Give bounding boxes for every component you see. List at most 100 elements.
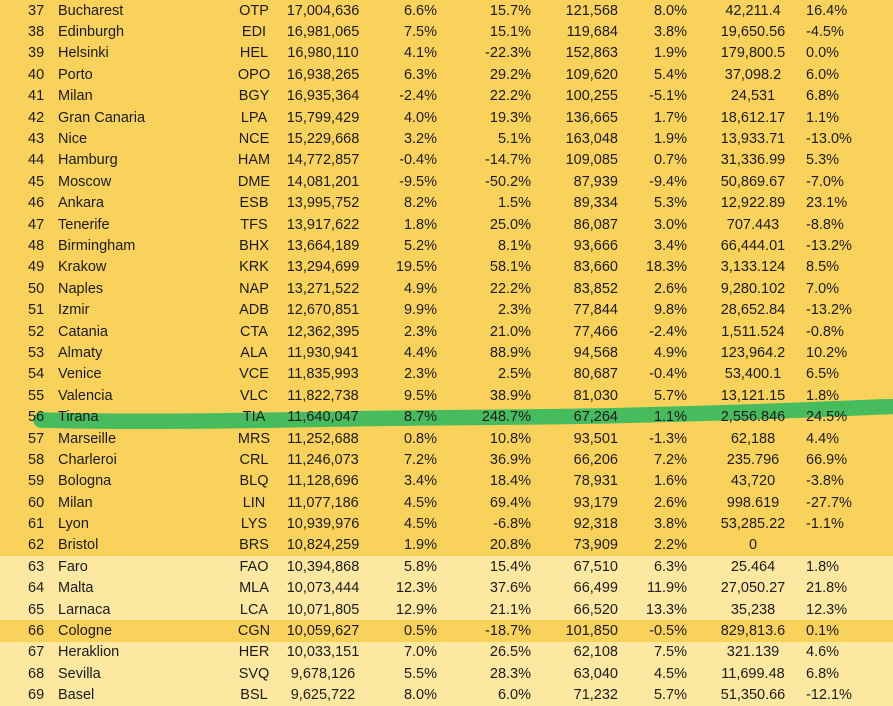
movements-cell[interactable]: 121,568 — [565, 2, 618, 19]
freight-cell[interactable]: 50,869.67 — [720, 173, 786, 190]
rank-cell[interactable]: 62 — [28, 537, 45, 554]
pct-change-3-cell[interactable]: 4.5% — [653, 665, 687, 682]
pct-change-3-cell[interactable]: 18.3% — [645, 259, 687, 276]
passengers-cell[interactable]: 17,004,636 — [286, 2, 360, 19]
rank-cell[interactable]: 39 — [28, 45, 45, 62]
rank-cell[interactable]: 54 — [28, 366, 45, 383]
passengers-cell[interactable]: 10,073,444 — [286, 580, 360, 597]
pct-change-4-cell[interactable]: 23.1% — [806, 195, 848, 212]
passengers-cell[interactable]: 9,625,722 — [290, 687, 356, 704]
freight-cell[interactable]: 18,612.17 — [720, 109, 786, 126]
airport-code-cell[interactable]: BRS — [239, 537, 269, 554]
passengers-cell[interactable]: 13,294,699 — [286, 259, 360, 276]
freight-cell[interactable]: 24,531 — [730, 88, 776, 105]
pct-change-cell[interactable]: 6.6% — [403, 2, 437, 19]
pct-change-cell[interactable]: 19.5% — [395, 259, 437, 276]
passengers-cell[interactable]: 11,930,941 — [287, 344, 359, 361]
pct-change-cell[interactable]: 12.9% — [395, 601, 437, 618]
pct-change-3-cell[interactable]: 5.4% — [653, 66, 687, 83]
city-cell[interactable]: Helsinki — [58, 45, 109, 62]
pct-change-4-cell[interactable]: 4.6% — [806, 644, 840, 661]
freight-cell[interactable]: 321.139 — [726, 644, 780, 661]
pct-change-cell[interactable]: 7.5% — [403, 24, 437, 41]
freight-cell[interactable]: 13,121.15 — [720, 387, 786, 404]
movements-cell[interactable]: 109,085 — [565, 152, 618, 169]
pct-change-cell[interactable]: 3.4% — [403, 473, 437, 490]
city-cell[interactable]: Lyon — [58, 516, 89, 533]
pct-change-cell[interactable]: 9.5% — [403, 387, 437, 404]
pct-change-4-cell[interactable]: 6.8% — [806, 665, 840, 682]
city-cell[interactable]: Bucharest — [58, 2, 124, 19]
passengers-cell[interactable]: 11,640,047 — [287, 409, 359, 426]
passengers-cell[interactable]: 12,362,395 — [286, 323, 360, 340]
rank-cell[interactable]: 51 — [28, 302, 45, 319]
airport-code-cell[interactable]: KRK — [239, 259, 269, 276]
airport-code-cell[interactable]: ESB — [239, 195, 269, 212]
pct-change-2-cell[interactable]: 248.7% — [481, 409, 531, 426]
airport-code-cell[interactable]: CTA — [240, 323, 268, 340]
freight-cell[interactable]: 37,098.2 — [724, 66, 782, 83]
movements-cell[interactable]: 78,931 — [573, 473, 618, 490]
airport-code-cell[interactable]: NAP — [239, 280, 269, 297]
airport-code-cell[interactable]: TFS — [240, 216, 268, 233]
passengers-cell[interactable]: 14,772,857 — [286, 152, 360, 169]
pct-change-2-cell[interactable]: 15.7% — [489, 2, 531, 19]
city-cell[interactable]: Bologna — [58, 473, 112, 490]
pct-change-2-cell[interactable]: 2.3% — [497, 302, 531, 319]
pct-change-2-cell[interactable]: 22.2% — [489, 88, 531, 105]
airport-code-cell[interactable]: OPO — [237, 66, 271, 83]
pct-change-3-cell[interactable]: 8.0% — [653, 2, 687, 19]
rank-cell[interactable]: 61 — [28, 516, 45, 533]
movements-cell[interactable]: 92,318 — [573, 516, 618, 533]
freight-cell[interactable]: 9,280.102 — [720, 280, 786, 297]
pct-change-3-cell[interactable]: 3.8% — [653, 24, 687, 41]
pct-change-cell[interactable]: 0.8% — [403, 430, 437, 447]
rank-cell[interactable]: 49 — [28, 259, 45, 276]
passengers-cell[interactable]: 13,664,189 — [286, 237, 360, 254]
city-cell[interactable]: Bristol — [58, 537, 99, 554]
city-cell[interactable]: Tenerife — [58, 216, 110, 233]
movements-cell[interactable]: 87,939 — [573, 173, 618, 190]
airport-code-cell[interactable]: CRL — [239, 451, 269, 468]
pct-change-cell[interactable]: 4.1% — [403, 45, 437, 62]
freight-cell[interactable]: 43,720 — [730, 473, 776, 490]
freight-cell[interactable]: 235.796 — [726, 451, 780, 468]
pct-change-4-cell[interactable]: -3.8% — [806, 473, 844, 490]
pct-change-3-cell[interactable]: 6.3% — [653, 558, 687, 575]
freight-cell[interactable]: 2,556.846 — [720, 409, 786, 426]
city-cell[interactable]: Marseille — [58, 430, 117, 447]
movements-cell[interactable]: 100,255 — [565, 88, 618, 105]
rank-cell[interactable]: 66 — [28, 623, 45, 640]
pct-change-2-cell[interactable]: 38.9% — [489, 387, 531, 404]
pct-change-2-cell[interactable]: 25.0% — [489, 216, 531, 233]
pct-change-4-cell[interactable]: -4.5% — [806, 24, 844, 41]
rank-cell[interactable]: 47 — [28, 216, 45, 233]
pct-change-4-cell[interactable]: 6.0% — [806, 66, 840, 83]
pct-change-4-cell[interactable]: 12.3% — [806, 601, 848, 618]
passengers-cell[interactable]: 12,670,851 — [286, 302, 360, 319]
pct-change-cell[interactable]: 1.8% — [403, 216, 437, 233]
freight-cell[interactable]: 66,444.01 — [720, 237, 786, 254]
pct-change-3-cell[interactable]: -1.3% — [649, 430, 687, 447]
pct-change-4-cell[interactable]: -0.8% — [806, 323, 844, 340]
pct-change-3-cell[interactable]: 2.6% — [653, 280, 687, 297]
passengers-cell[interactable]: 16,980,110 — [287, 45, 359, 62]
rank-cell[interactable]: 50 — [28, 280, 45, 297]
movements-cell[interactable]: 66,520 — [573, 601, 618, 618]
pct-change-4-cell[interactable]: 66.9% — [806, 451, 848, 468]
pct-change-cell[interactable]: 12.3% — [395, 580, 437, 597]
rank-cell[interactable]: 38 — [28, 24, 45, 41]
freight-cell[interactable]: 12,922.89 — [720, 195, 786, 212]
passengers-cell[interactable]: 13,917,622 — [286, 216, 360, 233]
pct-change-4-cell[interactable]: -13.2% — [806, 302, 852, 319]
pct-change-2-cell[interactable]: 20.8% — [489, 537, 531, 554]
pct-change-cell[interactable]: 2.3% — [403, 323, 437, 340]
pct-change-3-cell[interactable]: 3.8% — [653, 516, 687, 533]
freight-cell[interactable]: 28,652.84 — [720, 302, 786, 319]
airport-code-cell[interactable]: LPA — [240, 109, 268, 126]
rank-cell[interactable]: 37 — [28, 2, 45, 19]
airport-code-cell[interactable]: ADB — [239, 302, 269, 319]
freight-cell[interactable]: 123,964.2 — [720, 344, 786, 361]
freight-cell[interactable]: 25.464 — [730, 558, 776, 575]
pct-change-cell[interactable]: 7.0% — [403, 644, 437, 661]
